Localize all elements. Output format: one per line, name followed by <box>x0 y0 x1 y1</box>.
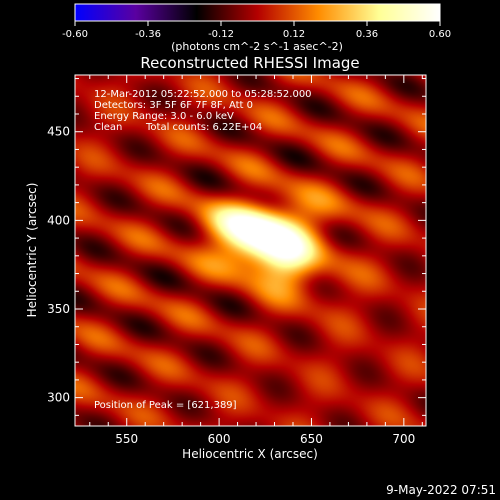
colorbar-tick-label: -0.12 <box>208 29 234 40</box>
annotation-time: 12-Mar-2012 05:22:52.000 to 05:28:52.000 <box>94 89 312 100</box>
annotation-peak: Position of Peak = [621,389] <box>94 400 237 411</box>
x-axis-label: Heliocentric X (arcsec) <box>182 447 318 461</box>
y-tick-label: 450 <box>47 125 70 139</box>
x-tick-label: 700 <box>392 432 415 446</box>
y-tick-label: 300 <box>47 391 70 405</box>
annotation-energy: Energy Range: 3.0 - 6.0 keV <box>94 111 234 122</box>
y-axis-label: Heliocentric Y (arcsec) <box>25 183 39 318</box>
y-tick-label: 400 <box>47 213 70 227</box>
colorbar-frame <box>74 3 441 22</box>
chart-title: Reconstructed RHESSI Image <box>140 54 359 72</box>
plot-frame <box>74 74 427 427</box>
colorbar-ticks: -0.60 -0.36 -0.12 0.12 0.36 0.60 <box>62 21 451 40</box>
colorbar-tick-label: 0.12 <box>283 29 305 40</box>
x-tick-label: 600 <box>208 432 231 446</box>
y-tick-label: 350 <box>47 302 70 316</box>
colorbar-tick-label: -0.36 <box>135 29 161 40</box>
colorbar: -0.60 -0.36 -0.12 0.12 0.36 0.60 (photons cm^… <box>62 3 451 53</box>
axis-ticks: 550 600 650 700 300 350 400 450 <box>47 75 426 446</box>
colorbar-tick-label: 0.60 <box>429 29 451 40</box>
colorbar-unit-label: (photons cm^-2 s^-1 asec^-2) <box>171 40 343 53</box>
annotation-counts: Total counts: 6.22E+04 <box>145 122 262 133</box>
annotation-block: 12-Mar-2012 05:22:52.000 to 05:28:52.000… <box>94 89 312 411</box>
heatmap-image <box>75 75 426 426</box>
colorbar-tick-label: -0.60 <box>62 29 88 40</box>
annotation-detectors: Detectors: 3F 5F 6F 7F 8F, Att 0 <box>94 100 253 111</box>
colorbar-fill <box>75 4 440 21</box>
x-tick-label: 650 <box>300 432 323 446</box>
annotation-clean: Clean <box>94 122 122 133</box>
x-tick-label: 550 <box>115 432 138 446</box>
plot-area: 550 600 650 700 300 350 400 450 <box>47 74 427 446</box>
footer-date: 9-May-2022 07:51 <box>386 483 496 497</box>
colorbar-tick-label: 0.36 <box>356 29 378 40</box>
